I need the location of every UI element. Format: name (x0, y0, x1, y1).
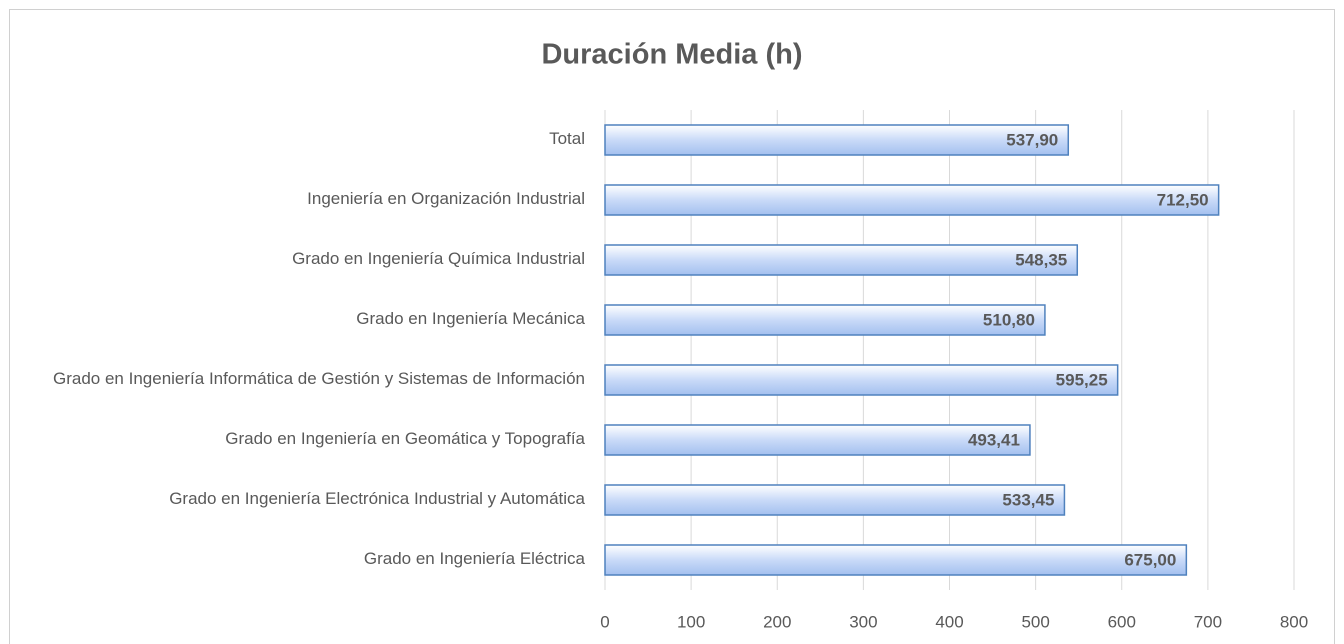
data-label: 493,41 (968, 430, 1020, 449)
y-tick-label: Grado en Ingeniería Electrónica Industri… (169, 489, 585, 508)
chart-title: Duración Media (h) (541, 39, 802, 71)
x-tick-label: 800 (1280, 612, 1308, 631)
x-tick-label: 0 (600, 612, 609, 631)
x-tick-label: 200 (763, 612, 791, 631)
x-tick-label: 700 (1194, 612, 1222, 631)
data-label: 533,45 (1002, 490, 1054, 509)
data-label: 537,90 (1006, 130, 1058, 149)
x-tick-label: 100 (677, 612, 705, 631)
y-tick-label: Ingeniería en Organización Industrial (307, 189, 585, 208)
bar (604, 304, 1046, 336)
x-tick-label: 400 (935, 612, 963, 631)
bar (604, 544, 1188, 576)
bar (604, 424, 1031, 456)
bar (604, 184, 1220, 216)
x-tick-label: 300 (849, 612, 877, 631)
y-tick-label: Grado en Ingeniería en Geomática y Topog… (225, 429, 585, 448)
bar (604, 244, 1079, 276)
x-tick-label: 600 (1108, 612, 1136, 631)
y-tick-label: Grado en Ingeniería Química Industrial (292, 249, 585, 268)
data-label: 548,35 (1015, 250, 1067, 269)
bar (604, 484, 1066, 516)
data-label: 675,00 (1124, 550, 1176, 569)
y-tick-label: Grado en Ingeniería Informática de Gesti… (53, 369, 585, 388)
y-tick-label: Grado en Ingeniería Eléctrica (363, 549, 585, 568)
x-tick-label: 500 (1021, 612, 1049, 631)
y-tick-label: Grado en Ingeniería Mecánica (356, 309, 585, 328)
data-label: 595,25 (1056, 370, 1108, 389)
y-tick-label: Total (549, 129, 585, 148)
chart-border (9, 9, 1335, 644)
bar (604, 364, 1119, 396)
data-label: 510,80 (983, 310, 1035, 329)
bar (604, 124, 1070, 156)
data-label: 712,50 (1157, 190, 1209, 209)
